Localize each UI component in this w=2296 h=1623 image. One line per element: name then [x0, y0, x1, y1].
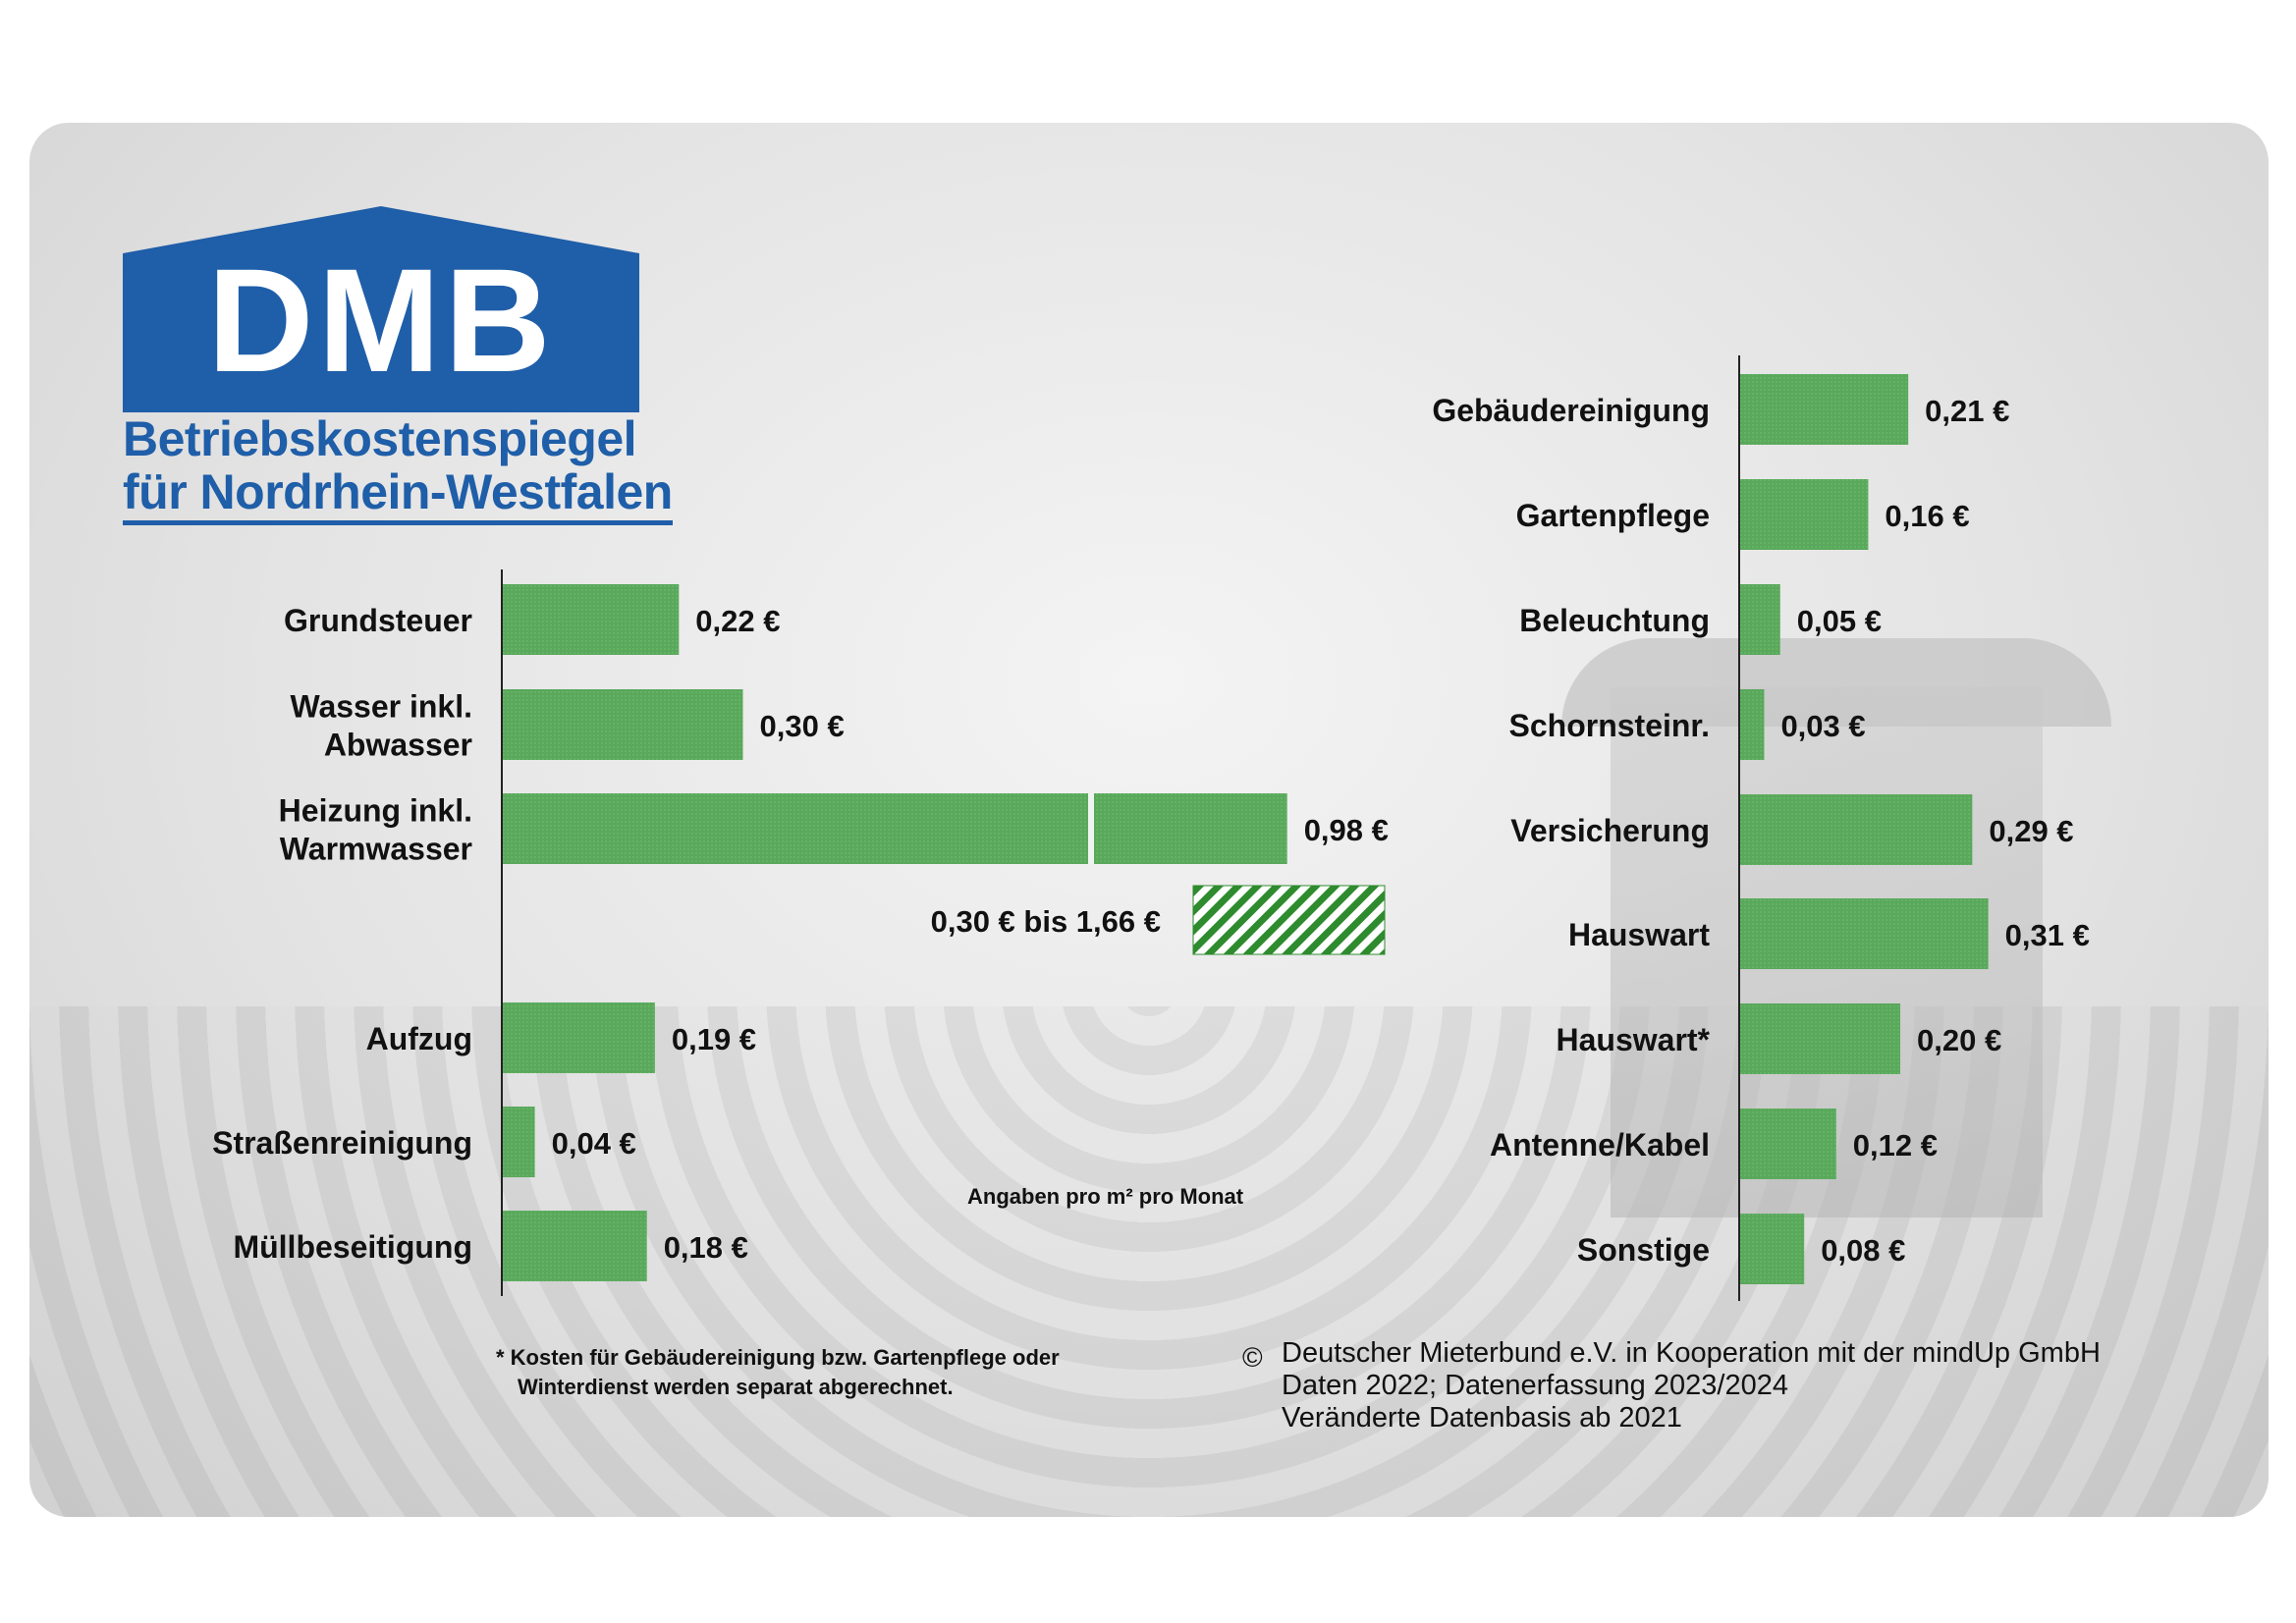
category-label: Straßenreinigung	[212, 1125, 472, 1161]
bar	[1740, 689, 1765, 760]
range-bar	[1192, 885, 1386, 955]
bar	[1740, 1214, 1805, 1284]
value-label: 0,05 €	[1797, 604, 1882, 638]
left-chart-panel: 0,22 € Grundsteuer 0,30 € Wasser inkl.Abwas…	[212, 569, 1389, 1296]
logo-roof-icon: DMB	[123, 206, 639, 412]
category-label: Hauswart	[1568, 917, 1710, 952]
category-label: Grundsteuer	[284, 603, 472, 638]
category-label: Gebäudereinigung	[1432, 393, 1710, 428]
bar	[503, 1002, 655, 1073]
copyright-line1: Deutscher Mieterbund e.V. in Kooperation…	[1282, 1337, 2101, 1369]
copyright-line3: Veränderte Datenbasis ab 2021	[1282, 1402, 1682, 1434]
category-label: Wasser inkl.	[290, 689, 472, 725]
category-label: Heizung inkl.	[279, 793, 472, 829]
category-label: Hauswart*	[1557, 1022, 1711, 1057]
category-label: Versicherung	[1510, 813, 1710, 848]
value-label: 0,12 €	[1853, 1128, 1938, 1163]
category-label: Abwasser	[324, 728, 472, 763]
bar	[503, 689, 743, 760]
copyright-line2: Daten 2022; Datenerfassung 2023/2024	[1282, 1370, 1788, 1401]
bar	[503, 793, 1287, 864]
value-label: 0,04 €	[552, 1126, 636, 1161]
category-label: Schornsteinr.	[1509, 708, 1711, 743]
footnote-line2: Winterdienst werden separat abgerechnet.	[518, 1375, 954, 1399]
bar	[503, 1107, 535, 1177]
category-label: Gartenpflege	[1516, 498, 1710, 533]
category-label: Aufzug	[366, 1021, 472, 1056]
value-label: 0,98 €	[1304, 813, 1389, 847]
dmb-logo: DMB Betriebskostenspiegel für Nordrhein-…	[123, 206, 673, 525]
bar	[1740, 374, 1909, 445]
bar	[1740, 1109, 1836, 1179]
footnote: * Kosten für Gebäudereinigung bzw. Garte…	[496, 1343, 1203, 1402]
bar	[1740, 794, 1973, 865]
right-chart-panel: 0,21 € Gebäudereinigung 0,16 € Gartenpflege…	[1432, 355, 2090, 1301]
unit-note: Angaben pro m² pro Monat	[967, 1184, 1244, 1209]
value-label: 0,31 €	[2005, 918, 2090, 952]
category-label: Antenne/Kabel	[1490, 1127, 1710, 1163]
value-label: 0,16 €	[1885, 499, 1969, 533]
value-label: 0,21 €	[1925, 394, 2009, 428]
bar	[1740, 479, 1869, 550]
bar-split-mark	[1088, 793, 1094, 864]
logo-wordmark: DMB	[207, 238, 555, 403]
bar	[1740, 1003, 1900, 1074]
category-label: Beleuchtung	[1519, 603, 1710, 638]
value-label: 0,19 €	[672, 1022, 756, 1056]
value-label: 0,18 €	[664, 1230, 748, 1265]
category-label: Müllbeseitigung	[233, 1229, 472, 1265]
logo-subtitle-line1: Betriebskostenspiegel	[123, 411, 637, 466]
value-label: 0,30 €	[760, 709, 845, 743]
range-label: 0,30 € bis 1,66 €	[931, 904, 1161, 939]
bar	[1740, 584, 1780, 655]
value-label: 0,08 €	[1821, 1233, 1905, 1268]
value-label: 0,20 €	[1917, 1023, 2001, 1057]
logo-subtitle-line2: für Nordrhein-Westfalen	[123, 465, 673, 525]
category-label: Sonstige	[1577, 1232, 1710, 1268]
footnote-line1: * Kosten für Gebäudereinigung bzw. Garte…	[496, 1345, 1060, 1370]
bar	[1740, 898, 1989, 969]
category-label: Warmwasser	[280, 832, 472, 867]
bar	[503, 584, 680, 655]
value-label: 0,22 €	[695, 604, 780, 638]
value-label: 0,29 €	[1989, 814, 2073, 848]
copyright-symbol: ©	[1242, 1342, 1263, 1373]
bar	[503, 1211, 647, 1281]
value-label: 0,03 €	[1780, 709, 1865, 743]
